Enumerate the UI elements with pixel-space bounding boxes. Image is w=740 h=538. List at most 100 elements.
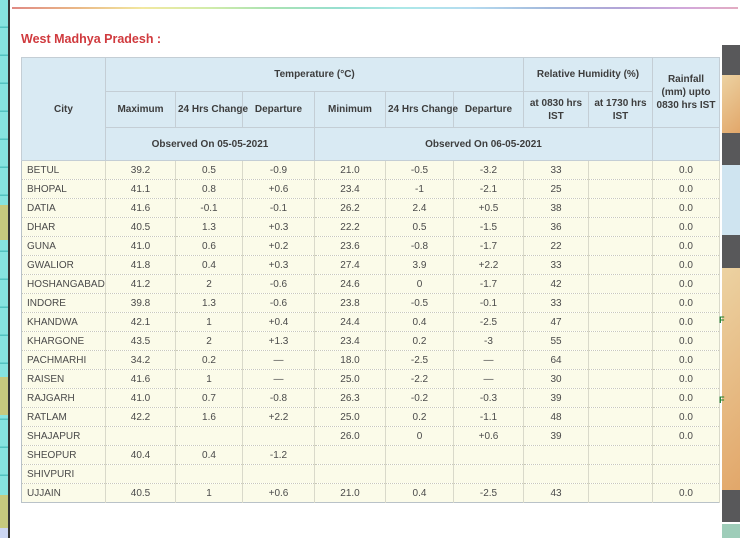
value-cell: 2 (175, 274, 243, 294)
map-thumbnail[interactable] (722, 165, 740, 235)
value-cell (105, 464, 176, 484)
value-cell: -1 (385, 179, 454, 199)
value-cell: -0.1 (175, 198, 243, 218)
value-cell: 0.0 (652, 388, 720, 408)
value-cell: 2.4 (385, 198, 454, 218)
value-cell: -0.2 (385, 388, 454, 408)
value-cell: 41.2 (105, 274, 176, 294)
value-cell: -0.5 (385, 160, 454, 180)
value-cell (588, 483, 653, 503)
value-cell: -0.8 (385, 236, 454, 256)
value-cell: -0.6 (242, 274, 315, 294)
value-cell (588, 426, 653, 446)
value-cell: 25.0 (314, 369, 386, 389)
value-cell: +2.2 (242, 407, 315, 427)
value-cell: 40.5 (105, 483, 176, 503)
observed-date-right: Observed On 06-05-2021 (314, 127, 653, 161)
value-cell (175, 464, 243, 484)
value-cell (652, 464, 720, 484)
value-cell (588, 179, 653, 199)
value-cell (588, 388, 653, 408)
table-row: SHEOPUR 40.4 0.4 -1.2 (21, 445, 720, 465)
value-cell: +0.3 (242, 255, 315, 275)
left-strip-cell (0, 495, 8, 528)
city-name: BHOPAL (21, 179, 106, 199)
value-cell: 0.2 (175, 350, 243, 370)
col-header-humidity-1730: at 1730 hrs IST (588, 91, 653, 128)
value-cell (588, 407, 653, 427)
value-cell (588, 293, 653, 313)
value-cell: 40.4 (105, 445, 176, 465)
value-cell: 41.6 (105, 198, 176, 218)
value-cell: 0.5 (385, 217, 454, 237)
city-name: KHANDWA (21, 312, 106, 332)
value-cell (105, 426, 176, 446)
col-header-city: City (21, 57, 106, 161)
col-header-departure-max: Departure (242, 91, 315, 128)
value-cell: — (242, 369, 315, 389)
value-cell: 1 (175, 369, 243, 389)
value-cell: 23.6 (314, 236, 386, 256)
table-row: HOSHANGABAD 41.2 2 -0.6 24.6 0 -1.7 42 0.0 (21, 274, 720, 294)
weather-table-body: BETUL 39.2 0.5 -0.9 21.0 -0.5 -3.2 33 0.0 BHOPAL 4… (21, 160, 720, 503)
value-cell: +0.3 (242, 217, 315, 237)
city-name: DHAR (21, 217, 106, 237)
table-row: BHOPAL 41.1 0.8 +0.6 23.4 -1 -2.1 25 0.0 (21, 179, 720, 199)
value-cell: 23.4 (314, 179, 386, 199)
city-name: UJJAIN (21, 483, 106, 503)
value-cell: -1.7 (453, 236, 524, 256)
value-cell: 41.8 (105, 255, 176, 275)
observed-date-left: Observed On 05-05-2021 (105, 127, 315, 161)
city-name: BETUL (21, 160, 106, 180)
value-cell: 0.8 (175, 179, 243, 199)
value-cell: +0.4 (242, 312, 315, 332)
value-cell: -0.9 (242, 160, 315, 180)
value-cell: 39 (523, 426, 589, 446)
value-cell: 64 (523, 350, 589, 370)
value-cell: — (453, 350, 524, 370)
value-cell: 0.5 (175, 160, 243, 180)
value-cell: 33 (523, 255, 589, 275)
table-row: PACHMARHI 34.2 0.2—18.0 -2.5—64 0.0 (21, 350, 720, 370)
value-cell: 33 (523, 160, 589, 180)
value-cell (588, 331, 653, 351)
value-cell: — (242, 350, 315, 370)
value-cell (588, 369, 653, 389)
value-cell (588, 236, 653, 256)
region-title: West Madhya Pradesh : (21, 32, 162, 46)
city-name: SHEOPUR (21, 445, 106, 465)
sidebar-link-fragment[interactable]: F (719, 395, 725, 405)
city-name: HOSHANGABAD (21, 274, 106, 294)
value-cell: 0.0 (652, 255, 720, 275)
value-cell: +1.3 (242, 331, 315, 351)
value-cell: -2.5 (385, 350, 454, 370)
value-cell (242, 426, 315, 446)
table-row: RAJGARH 41.0 0.7 -0.8 26.3 -0.2 -0.3 39 0.0 (21, 388, 720, 408)
table-row: DATIA 41.6 -0.1 -0.1 26.2 2.4 +0.5 38 0.0 (21, 198, 720, 218)
city-name: GWALIOR (21, 255, 106, 275)
value-cell: +0.6 (242, 179, 315, 199)
city-name: KHARGONE (21, 331, 106, 351)
value-cell: 0.4 (385, 483, 454, 503)
map-thumbnail[interactable] (722, 75, 740, 133)
col-header-departure-min: Departure (453, 91, 524, 128)
table-row: BETUL 39.2 0.5 -0.9 21.0 -0.5 -3.2 33 0.0 (21, 160, 720, 180)
value-cell: 33 (523, 293, 589, 313)
table-row: INDORE 39.8 1.3 -0.6 23.8 -0.5 -0.1 33 0.0 (21, 293, 720, 313)
table-row: KHANDWA 42.1 1 +0.4 24.4 0.4 -2.5 47 0.0 (21, 312, 720, 332)
sidebar-link-fragment[interactable]: F (719, 315, 725, 325)
value-cell (523, 464, 589, 484)
left-strip-cell (0, 377, 8, 415)
value-cell: 0.4 (175, 445, 243, 465)
value-cell (314, 445, 386, 465)
value-cell: +2.2 (453, 255, 524, 275)
value-cell: 36 (523, 217, 589, 237)
value-cell: 0.0 (652, 293, 720, 313)
value-cell: 0.7 (175, 388, 243, 408)
map-thumbnail[interactable] (722, 268, 740, 490)
value-cell: 25 (523, 179, 589, 199)
value-cell (242, 464, 315, 484)
city-name: SHAJAPUR (21, 426, 106, 446)
value-cell: 48 (523, 407, 589, 427)
value-cell: 1.3 (175, 293, 243, 313)
